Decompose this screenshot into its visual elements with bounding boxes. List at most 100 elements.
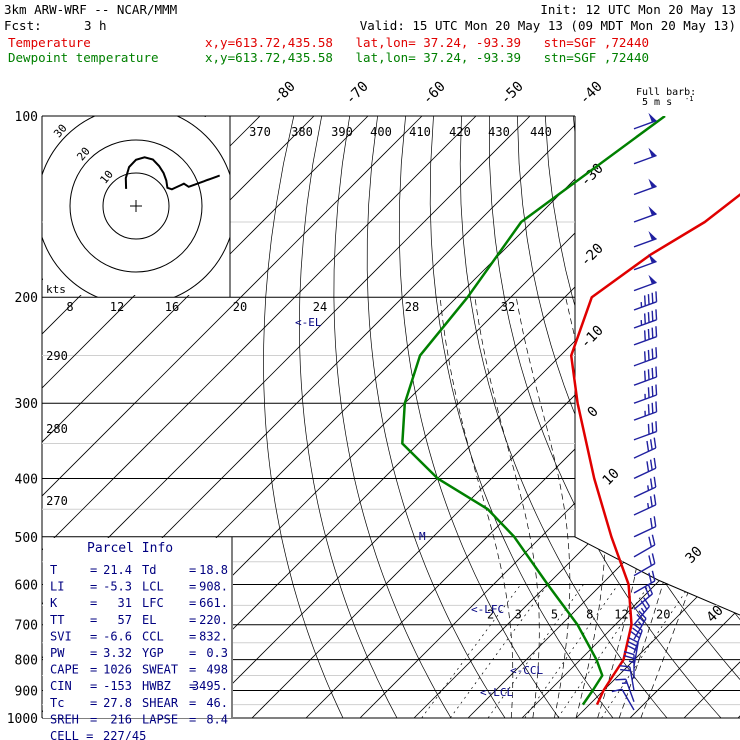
- wind-barb-flag: [648, 536, 653, 548]
- wind-barb-flag: [649, 459, 653, 471]
- wind-barb: [633, 147, 657, 165]
- header: 3km ARW-WRF -- NCAR/MMM Init: 12 UTC Mon…: [0, 0, 740, 70]
- pressure-label: 200: [15, 291, 38, 306]
- parcel-label: LCL: [142, 580, 164, 594]
- speed-axis-label: 8: [66, 300, 73, 314]
- wind-barb-flag: [640, 600, 648, 610]
- moist-adiabat-line: [597, 297, 649, 718]
- wind-barb: [611, 688, 635, 711]
- dry-adiabat-line: [398, 116, 560, 718]
- wind-barb-flag: [651, 327, 654, 339]
- barb-note-units: 5 m s: [642, 97, 672, 108]
- wind-barb: [633, 516, 657, 538]
- parcel-label: LI: [50, 580, 64, 594]
- parcel-value: 3.32: [103, 646, 132, 660]
- wind-barb-flag: [655, 291, 658, 302]
- parcel-equals: =: [90, 580, 97, 594]
- parcel-value: -5.3: [103, 580, 132, 594]
- parcel-label: YGP: [142, 646, 164, 660]
- barb-note-exponent: -1: [685, 95, 693, 103]
- wind-barb-flag: [655, 366, 658, 378]
- parcel-value: 8.4: [206, 712, 228, 726]
- isotherm-line: [42, 116, 477, 718]
- pressure-label: 900: [15, 684, 38, 699]
- legend-temperature-info: x,y=613.72,435.58 lat,lon= 37.24, -93.39…: [205, 35, 650, 50]
- parcel-value: 21.4: [103, 563, 132, 577]
- fcst-label: Fcst:: [4, 18, 42, 33]
- wind-barb: [633, 206, 657, 223]
- parcel-equals: =: [90, 629, 97, 643]
- theta-label: 380: [291, 125, 313, 139]
- wind-barb-flag: [653, 476, 657, 488]
- barb-note-title: Full barb:: [636, 87, 696, 98]
- parcel-value: 1026: [103, 663, 132, 677]
- legend-dewpoint: Dewpoint temperature: [8, 50, 159, 65]
- dry-adiabat-line: [489, 116, 722, 718]
- isotherm-label: -70: [343, 79, 372, 108]
- isotherm-label: -30: [578, 161, 607, 190]
- parcel-label: SVI: [50, 629, 72, 643]
- parcel-value: 31: [118, 596, 132, 610]
- isotherm-line: [42, 116, 531, 718]
- wind-barb-flag: [647, 584, 654, 595]
- wind-barb-flag: [651, 310, 654, 322]
- plot-right-boundary: [574, 116, 740, 616]
- speed-axis-label: 24: [313, 300, 327, 314]
- mixing-ratio-label: 3: [515, 608, 522, 622]
- wind-barb-flag: [651, 534, 656, 546]
- wind-barb-flag: [651, 422, 654, 433]
- wind-barb: [619, 664, 635, 691]
- parcel-label: K: [50, 596, 58, 610]
- wind-barb-flag: [648, 555, 653, 566]
- parcel-value: 27.8: [103, 696, 132, 710]
- wind-barb: [633, 437, 657, 459]
- wind-barb-half-flag: [640, 607, 645, 613]
- wind-barb-shaft: [633, 430, 657, 441]
- mixing-ratio-line: [421, 584, 522, 718]
- wind-barb-pennant: [648, 178, 657, 189]
- isotherm-label: 0: [585, 404, 602, 421]
- isotherm-line: [629, 116, 740, 718]
- wind-barb-flag: [628, 637, 639, 644]
- level-annotation: <-CCL: [510, 664, 543, 677]
- parcel-label: SWEAT: [142, 663, 178, 677]
- wind-barb-flag: [630, 631, 640, 639]
- wind-barb-pennant: [648, 274, 657, 285]
- parcel-label: HWBZ: [142, 679, 171, 693]
- dry-adiabat-line: [263, 116, 344, 718]
- theta-label: 370: [249, 125, 271, 139]
- wind-barb-flag: [653, 437, 657, 449]
- wind-barb-flag: [655, 309, 658, 320]
- parcel-equals: =: [90, 646, 97, 660]
- mixing-ratio-label: 5: [551, 608, 558, 622]
- speed-axis-label: 20: [233, 300, 247, 314]
- wind-barb: [633, 231, 657, 248]
- parcel-equals: =: [90, 563, 97, 577]
- parcel-value: 46.: [206, 696, 228, 710]
- hodograph-ring: [69, 139, 203, 273]
- wind-barb: [633, 347, 658, 367]
- wind-barb-flag: [611, 688, 623, 693]
- wind-barb-flag: [615, 678, 626, 681]
- wind-barb: [633, 401, 658, 421]
- wind-barb: [633, 570, 656, 594]
- level-annotations: <-EL <-LFC <-CCL <-LCL M: [295, 316, 543, 699]
- dry-adiabat-line: [600, 116, 740, 718]
- parcel-value: 0.3: [206, 646, 228, 660]
- wind-barb-flag: [623, 650, 635, 656]
- mixing-ratio-label: 2: [487, 608, 494, 622]
- wind-barb-flag: [651, 570, 656, 582]
- wind-barb-pennant: [648, 112, 657, 123]
- parcel-equals: =: [189, 613, 196, 627]
- wind-barb-pennant: [648, 147, 657, 158]
- wind-barb: [633, 494, 657, 516]
- wind-barb-half-flag: [637, 621, 643, 626]
- wind-barb: [633, 112, 657, 130]
- wind-barb-flag: [643, 295, 646, 306]
- wind-barb-half-flag: [621, 682, 628, 685]
- pressure-label: 300: [15, 397, 38, 412]
- wind-barb-shaft: [633, 447, 657, 459]
- parcel-value: 220.: [199, 613, 228, 627]
- speed-axis-label: 12: [110, 300, 124, 314]
- parcel-label: Tc: [50, 696, 64, 710]
